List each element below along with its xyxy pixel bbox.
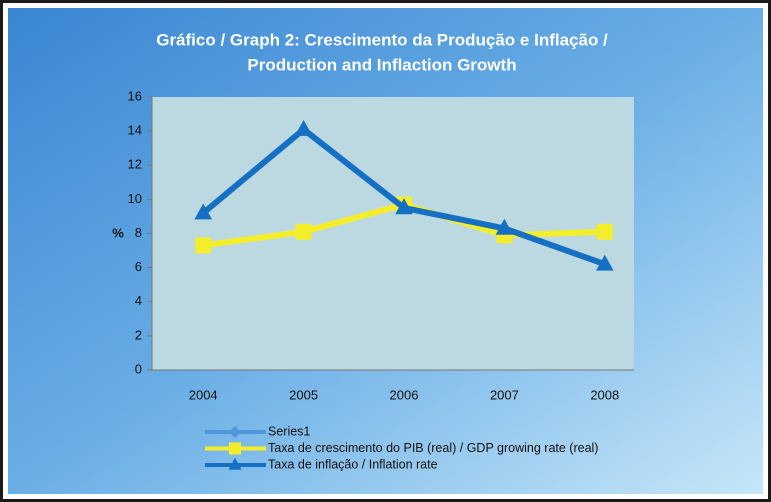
x-tick-label: 2005 xyxy=(289,387,318,402)
marker xyxy=(395,198,413,215)
legend-marker xyxy=(229,426,241,438)
y-tick-label: 12 xyxy=(128,157,142,172)
marker xyxy=(194,203,212,220)
legend-label: Series1 xyxy=(268,424,310,438)
x-tick-label: 2004 xyxy=(189,387,218,402)
marker xyxy=(596,254,614,271)
y-tick-label: 14 xyxy=(128,123,142,138)
marker xyxy=(596,223,613,240)
marker xyxy=(195,237,212,254)
marker xyxy=(294,119,313,136)
y-axis-label: % xyxy=(112,225,124,240)
y-tick-label: 10 xyxy=(128,191,142,206)
y-tick-label: 8 xyxy=(135,225,142,240)
chart-title: Gráfico / Graph 2: Crescimento da Produç… xyxy=(156,30,608,49)
marker xyxy=(295,223,312,240)
y-tick-label: 2 xyxy=(135,327,142,342)
legend-marker xyxy=(229,442,241,455)
x-tick-label: 2006 xyxy=(390,387,419,402)
y-tick-label: 16 xyxy=(128,88,142,103)
legend-label: Taxa de crescimento do PIB (real) / GDP … xyxy=(268,441,598,455)
marker xyxy=(495,218,514,235)
chart-title: Production and Inflaction Growth xyxy=(247,55,516,74)
x-tick-label: 2008 xyxy=(590,387,619,402)
y-tick-label: 6 xyxy=(135,259,142,274)
legend-label: Taxa de inflação / Inflation rate xyxy=(268,457,438,471)
y-tick-label: 4 xyxy=(135,293,142,308)
y-tick-label: 0 xyxy=(135,361,142,376)
x-tick-label: 2007 xyxy=(490,387,519,402)
legend-marker xyxy=(228,457,242,470)
